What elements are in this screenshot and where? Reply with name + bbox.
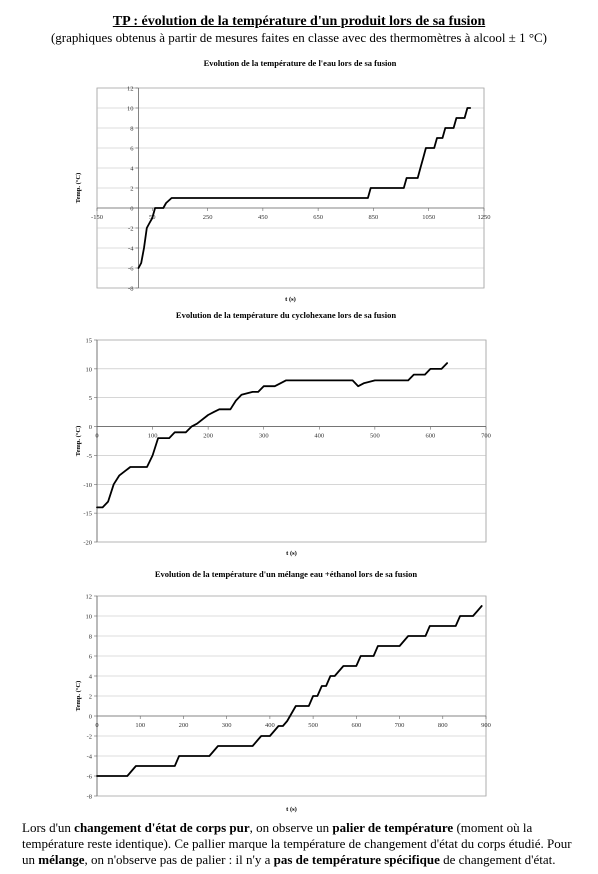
x-tick-label: 200: [179, 722, 189, 729]
chart-title: Evolution de la température de l'eau lor…: [204, 58, 397, 68]
y-tick-label: 4: [89, 674, 93, 681]
x-tick-label: 850: [369, 214, 379, 221]
y-tick-label: 2: [89, 694, 92, 701]
y-tick-label: -2: [87, 734, 92, 741]
conclusion-text-3: (moment où la température reste identiqu…: [22, 820, 572, 867]
x-axis-label: t (s): [286, 550, 297, 557]
x-tick-label: 800: [438, 722, 448, 729]
water-melting-chart: Evolution de la température de l'eau lor…: [75, 58, 491, 303]
conclusion-text-4: , on n'observe pas de palier : il n'y a: [84, 852, 274, 867]
x-tick-label: 600: [426, 433, 436, 440]
y-tick-label: 15: [86, 338, 93, 345]
x-tick-label: 450: [258, 214, 268, 221]
chart-title: Evolution de la température d'un mélange…: [155, 569, 418, 579]
plot-area: [96, 339, 487, 543]
x-tick-label: 100: [135, 722, 145, 729]
cyclohexane-melting-chart: Evolution de la température du cyclohexa…: [75, 310, 491, 557]
y-tick-label: -8: [87, 794, 92, 801]
y-tick-label: 10: [86, 366, 93, 373]
y-tick-label: -2: [128, 226, 133, 233]
y-tick-label: 10: [127, 106, 134, 113]
y-tick-label: -20: [83, 540, 92, 547]
chart-title: Evolution de la température du cyclohexa…: [176, 310, 396, 320]
x-tick-label: 900: [481, 722, 491, 729]
y-tick-label: 0: [130, 206, 133, 213]
y-tick-label: 2: [130, 186, 133, 193]
x-tick-label: 100: [148, 433, 158, 440]
x-tick-label: 200: [203, 433, 213, 440]
y-tick-label: 12: [127, 86, 134, 93]
x-tick-label: 500: [308, 722, 318, 729]
x-axis-label: t (s): [285, 296, 296, 303]
y-tick-label: 0: [89, 714, 92, 721]
y-tick-label: 4: [130, 166, 134, 173]
x-tick-label: 650: [313, 214, 323, 221]
x-tick-label: 700: [395, 722, 405, 729]
series-line: [96, 362, 449, 509]
y-tick-label: 8: [130, 126, 133, 133]
y-tick-label: -8: [128, 286, 133, 293]
y-axis-label: Temp. (°C): [75, 681, 82, 712]
x-tick-label: 600: [351, 722, 361, 729]
y-tick-label: 8: [89, 634, 92, 641]
conclusion-bold-4: pas de température spécifique: [273, 852, 440, 867]
series-line: [137, 107, 472, 269]
x-tick-label: 400: [314, 433, 324, 440]
x-tick-label: 500: [370, 433, 380, 440]
y-tick-label: 10: [86, 614, 93, 621]
x-tick-label: 300: [259, 433, 269, 440]
y-tick-label: -5: [87, 453, 92, 460]
x-tick-label: 0: [95, 433, 98, 440]
x-tick-label: 250: [203, 214, 213, 221]
conclusion-text-2: , on observe un: [249, 820, 333, 835]
x-tick-label: 400: [265, 722, 275, 729]
x-tick-label: 700: [481, 433, 491, 440]
y-tick-label: -6: [128, 266, 134, 273]
conclusion-paragraph: Lors d'un changement d'état de corps pur…: [22, 820, 578, 868]
y-tick-label: 6: [89, 654, 93, 661]
x-tick-label: 1050: [422, 214, 435, 221]
x-tick-label: 300: [222, 722, 232, 729]
y-tick-label: 5: [89, 395, 92, 402]
conclusion-bold-3: mélange: [38, 852, 85, 867]
x-axis-label: t (s): [286, 806, 297, 813]
y-tick-label: -10: [83, 482, 92, 489]
conclusion-bold-2: palier de température: [332, 820, 454, 835]
y-tick-label: -4: [87, 754, 93, 761]
x-tick-label: -150: [91, 214, 103, 221]
y-tick-label: -4: [128, 246, 134, 253]
x-tick-label: 0: [95, 722, 98, 729]
conclusion-text-5: de changement d'état.: [439, 852, 556, 867]
y-tick-label: -6: [87, 774, 93, 781]
y-axis-label: Temp. (°C): [75, 426, 82, 457]
series-line: [96, 605, 483, 777]
x-tick-label: 1250: [478, 214, 491, 221]
y-tick-label: -15: [83, 511, 92, 518]
y-tick-label: 0: [89, 424, 92, 431]
y-axis-label: Temp. (°C): [75, 173, 82, 204]
conclusion-bold-1: changement d'état de corps pur: [74, 820, 250, 835]
water-ethanol-melting-chart: Evolution de la température d'un mélange…: [75, 569, 491, 813]
page-subtitle: (graphiques obtenus à partir de mesures …: [50, 30, 548, 45]
page-title: TP : évolution de la température d'un pr…: [112, 14, 486, 29]
conclusion-text-1: Lors d'un: [22, 820, 75, 835]
y-tick-label: 12: [86, 594, 93, 601]
y-tick-label: 6: [130, 146, 134, 153]
